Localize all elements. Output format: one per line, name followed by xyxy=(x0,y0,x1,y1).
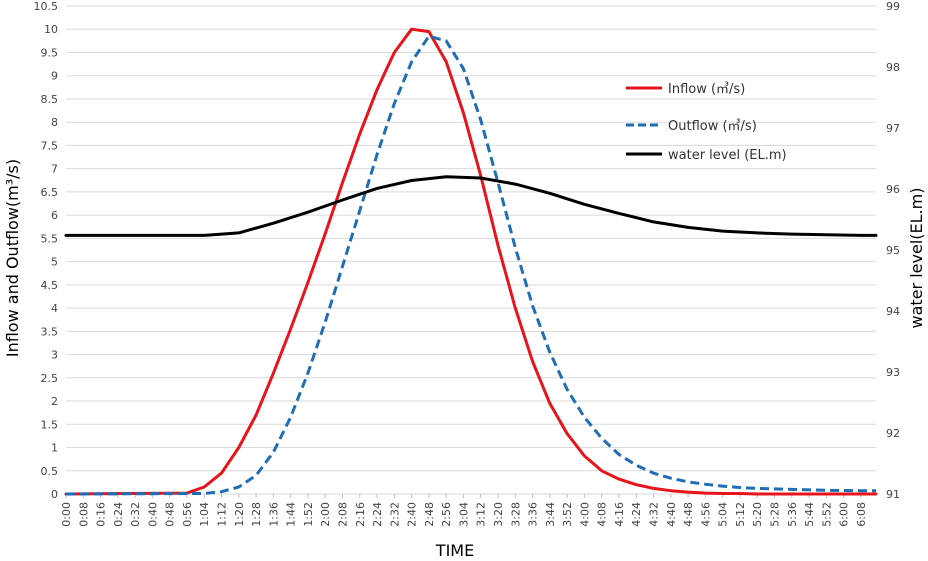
x-tick-label: 2:16 xyxy=(354,502,367,527)
x-tick-label: 0:32 xyxy=(129,502,142,527)
x-tick-label: 2:24 xyxy=(371,502,384,527)
x-tick-label: 3:12 xyxy=(475,502,488,527)
y-tick-label: 1 xyxy=(51,442,58,455)
right-axis-ticks: 91 92 93 94 95 96 97 98 99 xyxy=(886,0,900,501)
y-tick-label: 6 xyxy=(51,209,58,222)
legend-label: water level (EL.m) xyxy=(668,148,787,163)
y-tick-label: 3 xyxy=(51,349,58,362)
x-tick-label: 5:44 xyxy=(803,502,816,527)
x-tick-label: 3:36 xyxy=(527,502,540,527)
y-tick-label: 4 xyxy=(51,302,58,315)
y-tick-label: 7.5 xyxy=(41,139,59,152)
x-tick-label: 3:52 xyxy=(561,502,574,527)
x-tick-label: 3:20 xyxy=(492,502,505,527)
x-tick-label: 5:04 xyxy=(717,502,730,527)
x-tick-label: 3:28 xyxy=(509,502,522,527)
y-tick-label: 2 xyxy=(51,395,58,408)
y-tick-label: 0.5 xyxy=(41,465,59,478)
gridlines xyxy=(66,5,876,495)
x-tick-label: 2:56 xyxy=(440,502,453,527)
x-tick-label: 4:56 xyxy=(699,502,712,527)
y2-tick-label: 94 xyxy=(886,305,900,318)
legend: Inflow (㎥/s) Outflow (㎥/s) water level (EL… xyxy=(626,82,787,163)
y-tick-label: 10.5 xyxy=(34,0,59,13)
x-tick-label: 0:24 xyxy=(112,502,125,527)
x-tick-label: 1:52 xyxy=(302,502,315,527)
x-tick-label: 2:48 xyxy=(423,502,436,527)
left-axis-ticks: 0 0.5 1 1.5 2 2.5 3 3.5 4 4.5 5 5.5 6 6.5 7 7.5 8 8.5 9 9.5… xyxy=(34,0,59,501)
y-tick-label: 6.5 xyxy=(41,186,59,199)
x-tick-label: 3:44 xyxy=(544,502,557,527)
x-tick-label: 2:00 xyxy=(319,502,332,527)
x-tick-label: 1:44 xyxy=(285,502,298,527)
y-tick-label: 2.5 xyxy=(41,372,59,385)
y2-tick-label: 95 xyxy=(886,244,900,257)
y-tick-label: 7 xyxy=(51,163,58,176)
x-tick-label: 5:52 xyxy=(820,502,833,527)
x-tick-label: 0:40 xyxy=(146,502,159,527)
y-tick-label: 5 xyxy=(51,256,58,269)
x-tick-label: 1:20 xyxy=(233,502,246,527)
y2-tick-label: 98 xyxy=(886,61,900,74)
y-tick-label: 8.5 xyxy=(41,93,59,106)
y-tick-label: 9 xyxy=(51,70,58,83)
y2-tick-label: 92 xyxy=(886,427,900,440)
x-tick-label: 4:00 xyxy=(578,502,591,527)
series-line-3 xyxy=(64,175,878,237)
y-tick-label: 8 xyxy=(51,116,58,129)
x-tick-label: 0:08 xyxy=(77,502,90,527)
x-tick-label: 0:16 xyxy=(95,502,108,527)
y-tick-label: 0 xyxy=(51,488,58,501)
y-tick-label: 4.5 xyxy=(41,279,59,292)
x-tick-label: 4:24 xyxy=(630,502,643,527)
y2-tick-label: 96 xyxy=(886,183,900,196)
x-tick-label: 4:32 xyxy=(648,502,661,527)
y2-tick-label: 99 xyxy=(886,0,900,13)
x-tick-label: 2:08 xyxy=(336,502,349,527)
y2-tick-label: 97 xyxy=(886,122,900,135)
x-tick-label: 4:48 xyxy=(682,502,695,527)
x-tick-label: 1:12 xyxy=(216,502,229,527)
x-tick-label: 2:32 xyxy=(388,502,401,527)
x-tick-label: 0:48 xyxy=(164,502,177,527)
y2-tick-label: 91 xyxy=(886,488,900,501)
x-tick-label: 6:08 xyxy=(855,502,868,527)
x-tick-label: 5:28 xyxy=(768,502,781,527)
x-tick-label: 6:00 xyxy=(838,502,851,527)
legend-label: Inflow (㎥/s) xyxy=(668,82,745,97)
x-tick-label: 4:08 xyxy=(596,502,609,527)
x-axis-ticks: 0:00 0:08 0:16 0:24 0:32 0:40 0:48 0:56 1:04 1:12… xyxy=(60,494,868,527)
x-tick-label: 5:20 xyxy=(751,502,764,527)
x-axis-title: TIME xyxy=(435,541,474,560)
series-line-1 xyxy=(64,27,878,496)
x-tick-label: 1:36 xyxy=(267,502,280,527)
x-tick-label: 1:04 xyxy=(198,502,211,527)
series-lines xyxy=(64,27,878,496)
x-tick-label: 4:16 xyxy=(613,502,626,527)
x-tick-label: 3:04 xyxy=(457,502,470,527)
x-tick-label: 0:56 xyxy=(181,502,194,527)
y-tick-label: 3.5 xyxy=(41,325,59,338)
y-tick-label: 10 xyxy=(44,23,58,36)
x-tick-label: 0:00 xyxy=(60,502,73,527)
x-tick-label: 4:40 xyxy=(665,502,678,527)
x-tick-label: 1:28 xyxy=(250,502,263,527)
y-tick-label: 1.5 xyxy=(41,418,59,431)
legend-label: Outflow (㎥/s) xyxy=(668,119,757,134)
series-line-2 xyxy=(65,34,876,496)
y2-tick-label: 93 xyxy=(886,366,900,379)
x-tick-label: 5:36 xyxy=(786,502,799,527)
y-tick-label: 5.5 xyxy=(41,232,59,245)
x-tick-label: 5:12 xyxy=(734,502,747,527)
y2-axis-title: water level(EL.m) xyxy=(907,188,926,329)
y-axis-title: Inflow and Outflow(m³/s) xyxy=(3,159,22,357)
y-tick-label: 9.5 xyxy=(41,46,59,59)
x-tick-label: 2:40 xyxy=(406,502,419,527)
